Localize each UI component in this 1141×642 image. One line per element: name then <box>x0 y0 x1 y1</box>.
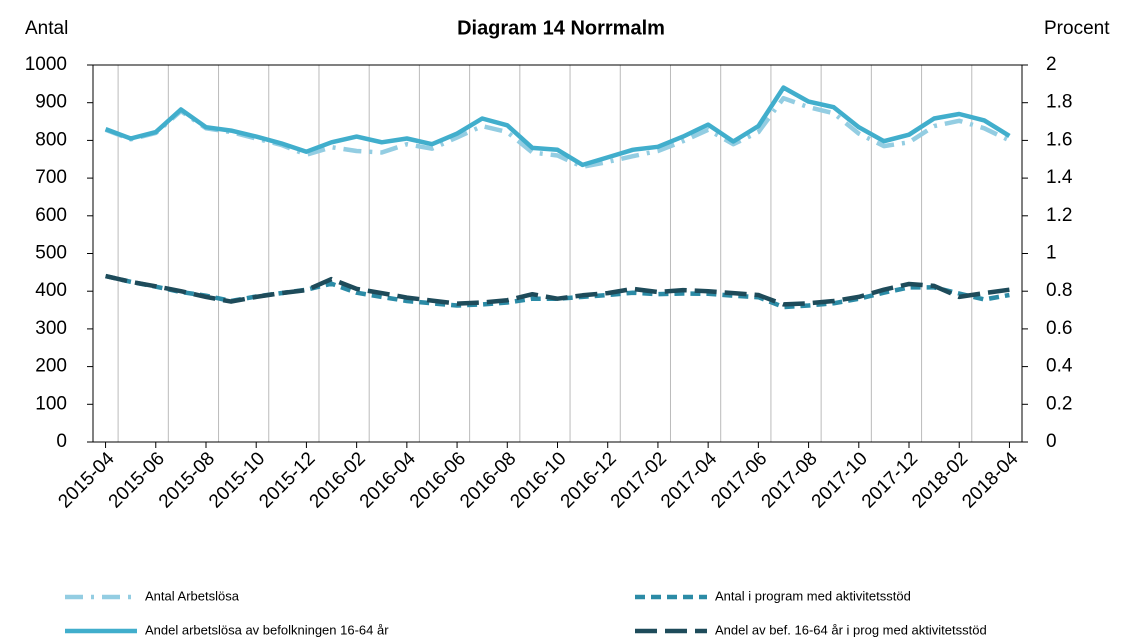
y-tick-label: 500 <box>35 243 67 264</box>
chart-title: Diagram 14 Norrmalm <box>457 17 665 39</box>
y-tick-label: 400 <box>35 280 67 301</box>
y-tick-label: 300 <box>35 318 67 339</box>
y2-tick-label: 0 <box>1046 431 1057 452</box>
y2-tick-label: 0.6 <box>1046 318 1072 339</box>
y2-tick-label: 0.2 <box>1046 393 1072 414</box>
series-line <box>104 85 1011 168</box>
y2-tick-label: 1.6 <box>1046 129 1072 150</box>
y-tick-label: 100 <box>35 393 67 414</box>
y-tick-label: 200 <box>35 356 67 377</box>
y-tick-label: 800 <box>35 129 67 150</box>
y-tick-label: 0 <box>56 431 67 452</box>
x-tick-label: 2018-04 <box>958 448 1022 512</box>
y2-tick-label: 2 <box>1046 54 1057 75</box>
y-tick-label: 1000 <box>25 54 67 75</box>
y-tick-label: 600 <box>35 205 67 226</box>
y2-tick-label: 1.4 <box>1046 167 1073 188</box>
legend-label: Antal i program med aktivitetsstöd <box>715 588 911 603</box>
series-line <box>105 273 1010 307</box>
y2-tick-label: 1 <box>1046 243 1057 264</box>
legend-label: Andel arbetslösa av befolkningen 16-64 å… <box>145 622 389 637</box>
legend-label: Antal Arbetslösa <box>145 588 240 603</box>
y2-tick-label: 0.4 <box>1046 356 1073 377</box>
series-line <box>104 95 1011 170</box>
y2-tick-label: 1.8 <box>1046 92 1072 113</box>
y-tick-label: 900 <box>35 92 67 113</box>
y-tick-label: 700 <box>35 167 67 188</box>
plot-frame <box>92 64 1023 443</box>
y2-tick-label: 1.2 <box>1046 205 1072 226</box>
y2-axis-label: Procent <box>1044 18 1110 39</box>
y-axis-label: Antal <box>25 18 68 39</box>
legend-label: Andel av bef. 16-64 år i prog med aktivi… <box>715 622 987 637</box>
y2-tick-label: 0.8 <box>1046 280 1072 301</box>
